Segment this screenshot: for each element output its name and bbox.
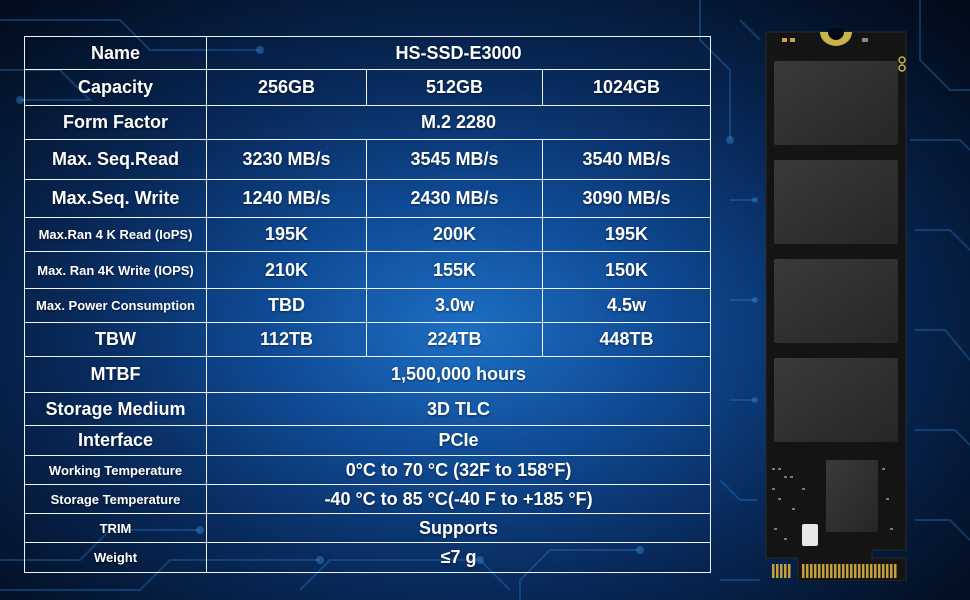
- spec-label: Storage Temperature: [24, 484, 207, 514]
- spec-value: 200K: [366, 217, 543, 252]
- spec-row: Interface PCIe: [24, 425, 712, 456]
- spec-row: Max. Power Consumption TBD 3.0w 4.5w: [24, 288, 712, 323]
- spec-value: -40 °C to 85 °C(-40 F to +185 °F): [205, 484, 712, 514]
- spec-value: 112TB: [206, 322, 367, 357]
- spec-row: TRIM Supports: [24, 513, 712, 543]
- spec-value: 0°C to 70 °C (32F to 158°F): [205, 455, 712, 485]
- spec-table-body: Name HS-SSD-E3000 Capacity 256GB 512GB 1024GB…: [24, 36, 712, 573]
- spec-value: ≤7 g: [205, 542, 712, 573]
- spec-row: Name HS-SSD-E3000: [24, 36, 712, 70]
- spec-label: Form Factor: [24, 105, 207, 140]
- spec-table: Name HS-SSD-E3000 Capacity 256GB 512GB 1024GB…: [24, 36, 712, 573]
- spec-value: 150K: [541, 251, 712, 289]
- spec-value: PCIe: [205, 425, 712, 456]
- m2-ssd-icon: [765, 28, 907, 581]
- spec-label: Interface: [24, 425, 207, 456]
- spec-value: 3545 MB/s: [366, 139, 543, 180]
- spec-label: Working Temperature: [24, 455, 207, 485]
- spec-value: 210K: [206, 251, 367, 289]
- spec-label: TRIM: [24, 513, 207, 543]
- spec-row: Max.Ran 4 K Read (IoPS) 195K 200K 195K: [24, 217, 712, 252]
- spec-row: Max.Seq. Write 1240 MB/s 2430 MB/s 3090 MB/…: [24, 179, 712, 218]
- spec-label: Capacity: [24, 69, 207, 106]
- spec-label: Max.Seq. Write: [24, 179, 207, 218]
- spec-value: 2430 MB/s: [366, 179, 543, 218]
- spec-row: Max. Seq.Read 3230 MB/s 3545 MB/s 3540 MB/s: [24, 139, 712, 180]
- spec-value: 3.0w: [366, 288, 543, 323]
- spec-label: Max.Ran 4 K Read (IoPS): [24, 217, 207, 252]
- spec-label: Max. Power Consumption: [24, 288, 207, 323]
- spec-value: 224TB: [366, 322, 543, 357]
- spec-row: MTBF 1,500,000 hours: [24, 356, 712, 393]
- spec-value: 195K: [541, 217, 712, 252]
- spec-value: 448TB: [541, 322, 712, 357]
- spec-value: HS-SSD-E3000: [205, 36, 712, 70]
- spec-row: Capacity 256GB 512GB 1024GB: [24, 69, 712, 106]
- spec-value: M.2 2280: [205, 105, 712, 140]
- spec-row: Form Factor M.2 2280: [24, 105, 712, 140]
- spec-value: 4.5w: [541, 288, 712, 323]
- spec-value: 1,500,000 hours: [205, 356, 712, 393]
- spec-value: 512GB: [366, 69, 543, 106]
- spec-label: TBW: [24, 322, 207, 357]
- spec-value: 3D TLC: [205, 392, 712, 426]
- spec-value: Supports: [205, 513, 712, 543]
- spec-label: Max. Ran 4K Write (IOPS): [24, 251, 207, 289]
- spec-value: TBD: [206, 288, 367, 323]
- spec-row: Max. Ran 4K Write (IOPS) 210K 155K 150K: [24, 251, 712, 289]
- spec-value: 3090 MB/s: [541, 179, 712, 218]
- spec-value: 3230 MB/s: [206, 139, 367, 180]
- spec-row: Weight ≤7 g: [24, 542, 712, 573]
- spec-row: TBW 112TB 224TB 448TB: [24, 322, 712, 357]
- spec-value: 1240 MB/s: [206, 179, 367, 218]
- spec-row: Storage Temperature -40 °C to 85 °C(-40 F…: [24, 484, 712, 514]
- spec-value: 155K: [366, 251, 543, 289]
- spec-value: 3540 MB/s: [541, 139, 712, 180]
- spec-value: 195K: [206, 217, 367, 252]
- spec-label: Max. Seq.Read: [24, 139, 207, 180]
- spec-row: Working Temperature 0°C to 70 °C (32F to …: [24, 455, 712, 485]
- spec-value: 1024GB: [541, 69, 712, 106]
- spec-row: Storage Medium 3D TLC: [24, 392, 712, 426]
- spec-label: MTBF: [24, 356, 207, 393]
- spec-value: 256GB: [206, 69, 367, 106]
- spec-label: Name: [24, 36, 207, 70]
- spec-label: Storage Medium: [24, 392, 207, 426]
- spec-label: Weight: [24, 542, 207, 573]
